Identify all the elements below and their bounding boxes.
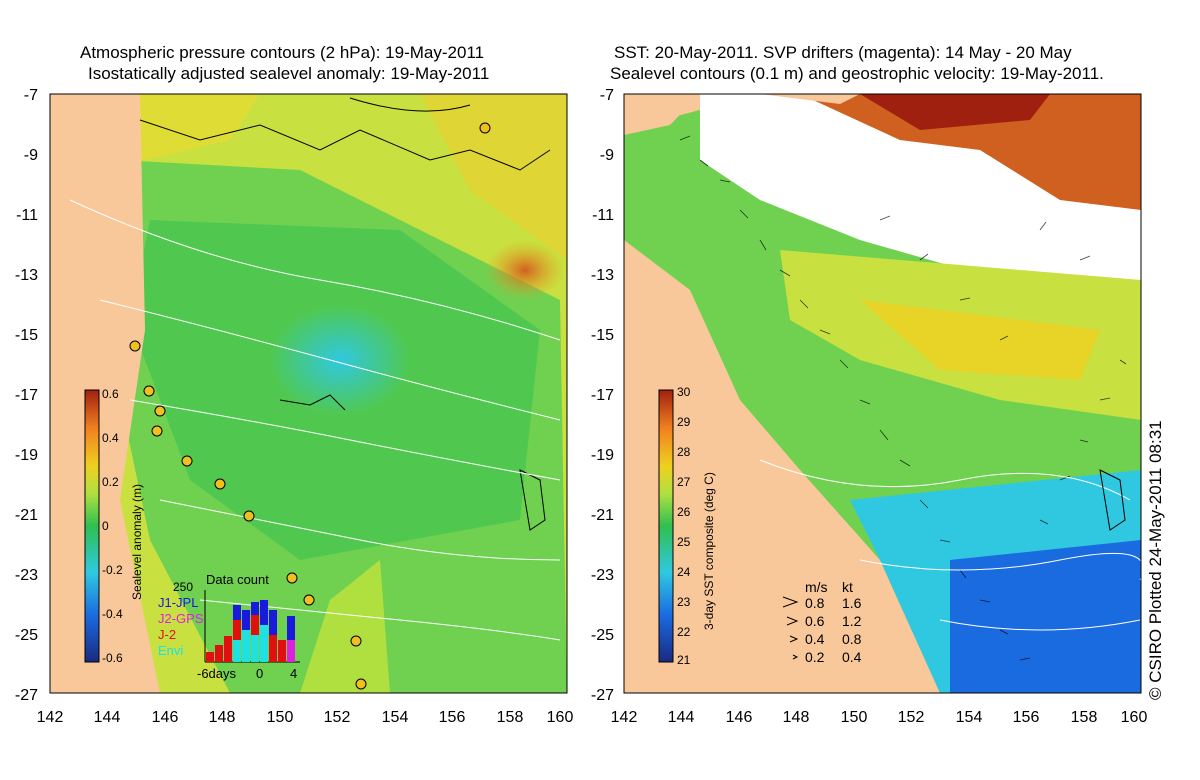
left-map-field bbox=[50, 94, 567, 693]
right-title-line1: SST: 20-May-2011. SVP drifters (magenta)… bbox=[614, 43, 1072, 62]
sla-tick: 0.6 bbox=[102, 387, 119, 401]
left-title-line2: Isostatically adjusted sealevel anomaly:… bbox=[88, 64, 490, 83]
sla-colorbar-ticks: 0.6 0.4 0.2 0 -0.2 -0.4 -0.6 bbox=[102, 387, 123, 665]
datacount-legend-envi: Envi bbox=[158, 643, 183, 658]
x-tick: 142 bbox=[37, 709, 64, 726]
y-tick: -7 bbox=[24, 87, 38, 104]
right-title-line2: Sealevel contours (0.1 m) and geostrophi… bbox=[610, 64, 1104, 83]
datacount-axis-label: 0 bbox=[256, 666, 263, 681]
x-tick: 144 bbox=[94, 709, 121, 726]
y-tick: -23 bbox=[15, 567, 38, 584]
datacount-axis-label: 4 bbox=[290, 666, 297, 681]
sla-tick: 0 bbox=[102, 519, 109, 533]
y-tick: -9 bbox=[24, 147, 38, 164]
y-tick: -11 bbox=[16, 207, 38, 224]
y-tick: -27 bbox=[15, 687, 38, 704]
x-tick: 148 bbox=[209, 709, 236, 726]
sla-tick: 0.2 bbox=[102, 475, 119, 489]
y-tick: -21 bbox=[15, 507, 38, 524]
y-tick: -17 bbox=[15, 387, 38, 404]
data-count-inset: 250 Data count J1-JPL J2-GPS J-2 Envi -6… bbox=[158, 572, 300, 681]
y-tick: -19 bbox=[15, 447, 38, 464]
datacount-axis-label: -6days bbox=[197, 666, 237, 681]
sla-tick: -0.6 bbox=[102, 651, 123, 665]
x-tick: 146 bbox=[152, 709, 179, 726]
x-tick: 150 bbox=[267, 709, 294, 726]
y-tick: -13 bbox=[15, 267, 38, 284]
sla-tick: 0.4 bbox=[102, 431, 119, 445]
left-title-line1: Atmospheric pressure contours (2 hPa): 1… bbox=[80, 43, 485, 62]
y-tick: -25 bbox=[15, 627, 38, 644]
sla-tick: -0.4 bbox=[102, 607, 123, 621]
datacount-legend-j1: J1-JPL bbox=[158, 595, 198, 610]
x-tick: 152 bbox=[324, 709, 351, 726]
datacount-legend-j2: J2-GPS bbox=[158, 611, 204, 626]
sla-colorbar bbox=[84, 389, 100, 663]
copyright-notice: © CSIRO Plotted 24-May-2011 08:31 bbox=[1146, 420, 1165, 700]
left-x-axis: 142 144 146 148 150 152 154 156 158 160 bbox=[37, 709, 574, 726]
datacount-title: Data count bbox=[206, 572, 269, 587]
x-tick: 154 bbox=[382, 709, 409, 726]
datacount-legend-j-2: J-2 bbox=[158, 627, 176, 642]
sla-tick: -0.2 bbox=[102, 563, 123, 577]
datacount-max: 250 bbox=[173, 580, 193, 594]
x-tick: 156 bbox=[439, 709, 466, 726]
sla-colorbar-label: Sealevel anomaly (m) bbox=[130, 484, 144, 600]
y-tick: -15 bbox=[15, 327, 38, 344]
x-tick: 160 bbox=[547, 709, 574, 726]
x-tick: 158 bbox=[497, 709, 524, 726]
left-y-axis: -7 -9 -11 -13 -15 -17 -19 -21 -23 -25 -2… bbox=[15, 87, 38, 704]
